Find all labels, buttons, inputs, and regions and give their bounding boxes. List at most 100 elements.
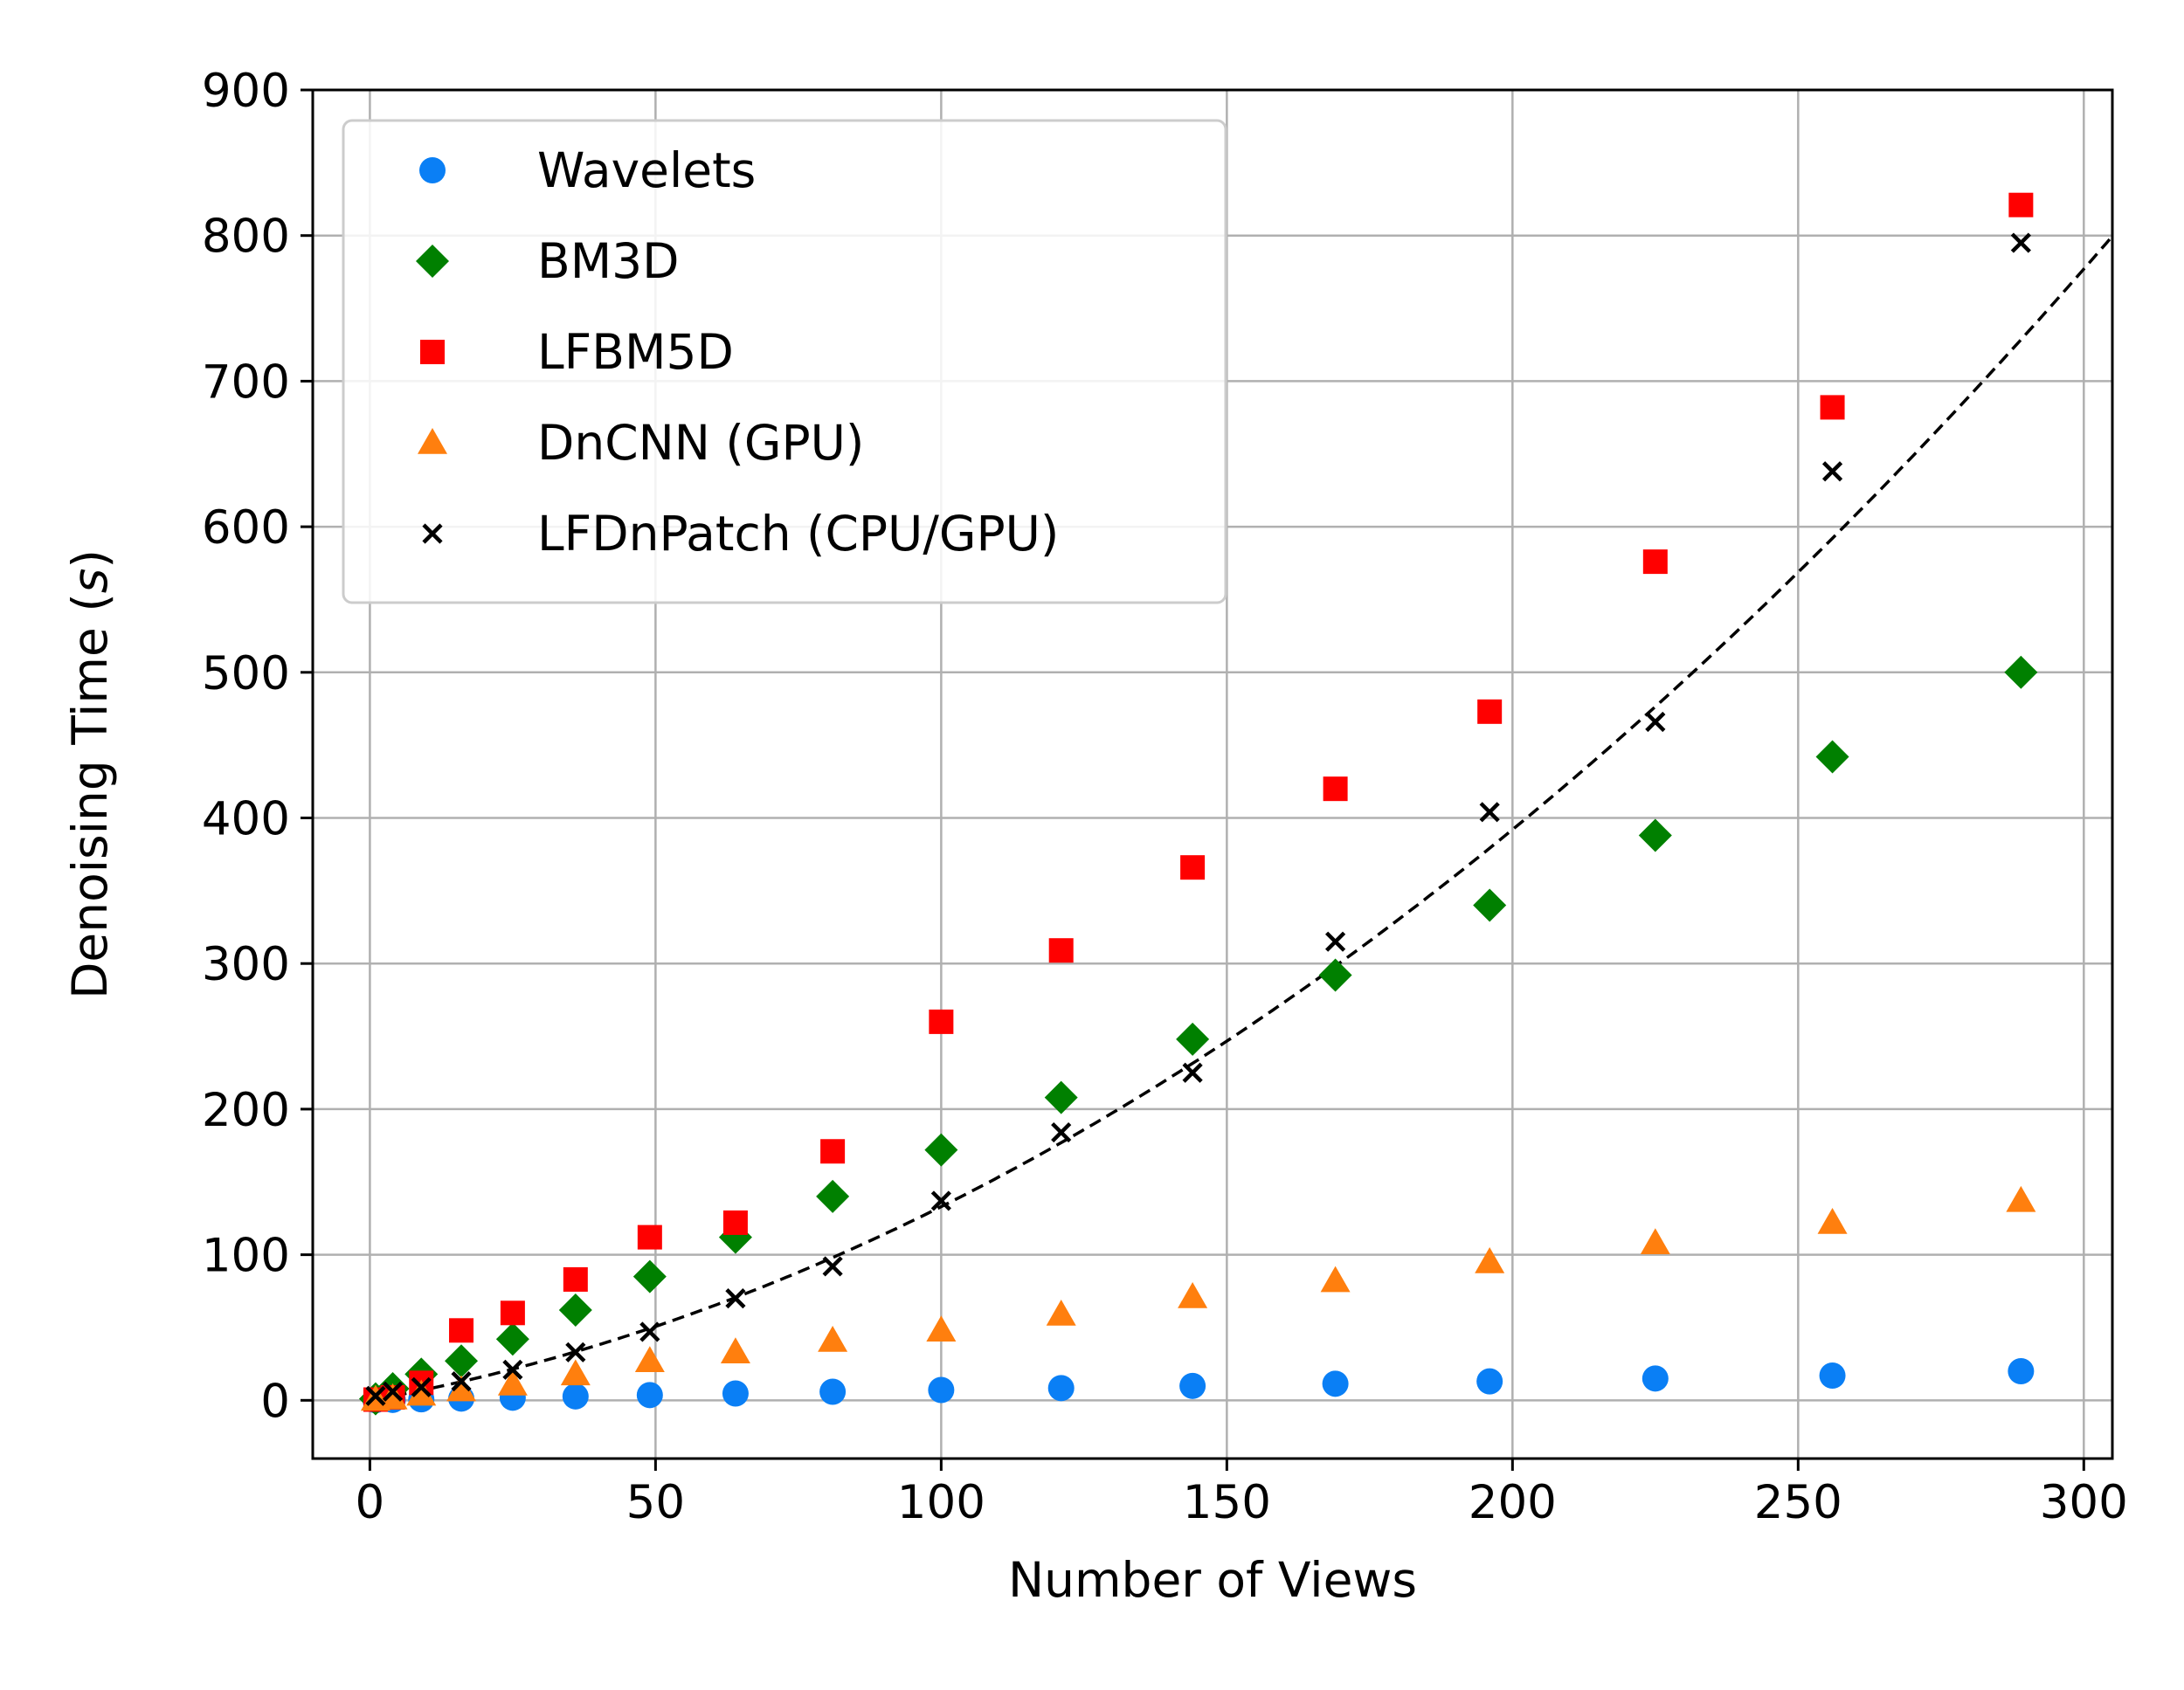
y-tick-label: 600 (202, 501, 290, 555)
x-tick-label: 0 (356, 1476, 385, 1529)
lfdnpatch-cpu-gpu-point (411, 1376, 432, 1397)
lfdnpatch-cpu-gpu-point (1325, 931, 1346, 952)
wavelets-point (1641, 1365, 1669, 1392)
lfdnpatch-cpu-gpu-point (365, 1385, 386, 1406)
wavelets-point (2008, 1357, 2035, 1384)
x-tick-label: 150 (1183, 1476, 1271, 1529)
lfbm5d-point (820, 1139, 846, 1164)
wavelets-point (1476, 1368, 1503, 1395)
dncnn-gpu-point (1640, 1228, 1670, 1255)
legend-label-bm3d: BM3D (537, 233, 680, 289)
bm3d-point (1638, 818, 1672, 852)
bm3d-point (816, 1179, 850, 1213)
lfdnpatch-cpu-gpu-point (565, 1342, 586, 1362)
wavelets-point (636, 1382, 663, 1409)
wavelets-point (819, 1378, 847, 1405)
lfbm5d-point (1642, 549, 1668, 575)
x-tick-label: 200 (1469, 1476, 1557, 1529)
lfbm5d-point (449, 1318, 474, 1343)
lfbm5d-point (2008, 192, 2034, 217)
lfbm5d-point (722, 1210, 748, 1235)
bm3d-point (558, 1293, 592, 1327)
lfbm5d-point (500, 1300, 525, 1326)
y-tick-label: 300 (202, 938, 290, 991)
lfdnpatch-cpu-gpu-point (502, 1359, 523, 1380)
y-tick-label: 100 (202, 1230, 290, 1283)
dncnn-gpu-point (377, 1383, 408, 1410)
legend-marker-bm3d (416, 245, 449, 278)
y-axis-label-close: ) (62, 549, 118, 568)
bm3d-point (1473, 888, 1507, 922)
bm3d-point (1815, 740, 1849, 774)
lfbm5d-point (929, 1009, 954, 1034)
y-tick-label: 900 (202, 65, 290, 118)
fit-curve-layer (375, 235, 2112, 1401)
legend-marker-dncnn-gpu (418, 428, 447, 454)
bm3d-point (1044, 1080, 1078, 1114)
legend-marker-lfdnpatch-cpu-gpu (422, 523, 443, 544)
bm3d-point (1176, 1022, 1210, 1056)
wavelets-point (562, 1383, 589, 1410)
lfdnpatch-cpu-gpu-point (1645, 711, 1666, 733)
dncnn-gpu-point (1178, 1281, 1208, 1308)
bm3d-point (495, 1322, 529, 1356)
ticks: 0 50 100 150 200 250 300 0 100 200 300 400 500 600 700… (202, 65, 2128, 1529)
lfdnpatch-cpu-gpu-point (1182, 1062, 1203, 1083)
wavelets-point (1179, 1372, 1206, 1399)
lfbm5d-point (1477, 699, 1503, 724)
dncnn-gpu-point (1817, 1207, 1848, 1234)
dncnn-gpu-point (1046, 1299, 1076, 1326)
data-points (358, 192, 2038, 1416)
y-axis-label-main: Denoising Time ( (62, 593, 118, 999)
lfdnpatch-cpu-gpu-point (1821, 461, 1843, 482)
dncnn-gpu-point (2006, 1185, 2036, 1212)
lfbm5d-point (1048, 938, 1074, 963)
dncnn-gpu-point (634, 1346, 665, 1373)
legend-label-wavelets: Wavelets (537, 142, 756, 198)
dncnn-gpu-point (1320, 1266, 1351, 1293)
x-tick-label: 50 (626, 1476, 685, 1529)
lfbm5d-point (1820, 395, 1845, 420)
x-tick-label: 250 (1754, 1476, 1842, 1529)
y-axis-label: Denoising Time (s) (62, 549, 118, 999)
axes-frame (311, 88, 2114, 1460)
lfdnpatch-cpu-gpu-point (930, 1190, 951, 1211)
dncnn-gpu-point (926, 1315, 957, 1342)
lfdnpatch-cpu-gpu-point (1051, 1121, 1072, 1143)
y-tick-label: 500 (202, 647, 290, 700)
lfbm5d-point (1180, 855, 1206, 880)
wavelets-point (1322, 1370, 1349, 1397)
y-tick-label: 400 (202, 793, 290, 846)
legend-marker-lfbm5d (420, 340, 445, 364)
bm3d-point (632, 1259, 667, 1293)
lfdnpatch-cpu-gpu-point (2010, 232, 2031, 253)
bm3d-point (1318, 958, 1352, 992)
lfbm5d-point (637, 1224, 662, 1250)
legend-box (342, 119, 1227, 604)
lfdnpatch-cpu-gpu-point (822, 1256, 843, 1277)
x-tick-label: 300 (2040, 1476, 2128, 1529)
y-tick-label: 800 (202, 210, 290, 264)
lfdnpatch-cpu-gpu-point (639, 1321, 660, 1342)
legend-label-dncnn-gpu: DnCNN (GPU) (537, 415, 864, 471)
dncnn-gpu-point (446, 1375, 477, 1402)
x-tick-label: 100 (897, 1476, 985, 1529)
y-tick-label: 700 (202, 355, 290, 409)
x-axis-label: Number of Views (1008, 1552, 1417, 1608)
y-tick-label: 200 (202, 1084, 290, 1137)
fit-curve (375, 235, 2112, 1401)
y-axis-label-unit: s (62, 569, 118, 594)
legend-marker-wavelets (419, 157, 446, 183)
bm3d-point (2004, 655, 2038, 689)
bm3d-point (445, 1344, 479, 1378)
dncnn-gpu-point (406, 1379, 437, 1406)
lfdnpatch-cpu-gpu-point (725, 1288, 746, 1309)
dncnn-gpu-point (560, 1359, 591, 1386)
dncnn-gpu-point (720, 1337, 750, 1364)
legend-label-lfbm5d: LFBM5D (537, 324, 734, 380)
wavelets-point (928, 1376, 955, 1404)
lfdnpatch-cpu-gpu-point (1479, 802, 1500, 823)
y-tick-label: 0 (260, 1375, 290, 1428)
wavelets-point (1819, 1362, 1846, 1389)
